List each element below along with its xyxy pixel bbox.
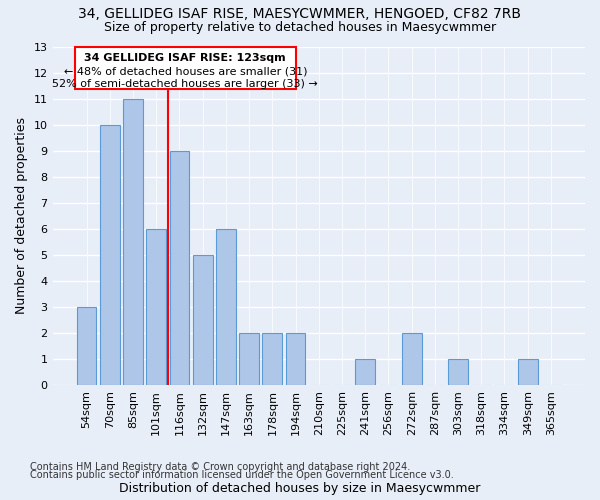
Text: 34, GELLIDEG ISAF RISE, MAESYCWMMER, HENGOED, CF82 7RB: 34, GELLIDEG ISAF RISE, MAESYCWMMER, HEN…: [79, 8, 521, 22]
Bar: [518, 359, 538, 385]
Text: ← 48% of detached houses are smaller (31): ← 48% of detached houses are smaller (31…: [64, 66, 307, 76]
Text: Size of property relative to detached houses in Maesycwmmer: Size of property relative to detached ho…: [104, 21, 496, 34]
Bar: [193, 255, 212, 385]
Text: 34 GELLIDEG ISAF RISE: 123sqm: 34 GELLIDEG ISAF RISE: 123sqm: [85, 53, 286, 63]
Bar: [402, 333, 422, 385]
Bar: [239, 333, 259, 385]
Bar: [448, 359, 468, 385]
Y-axis label: Number of detached properties: Number of detached properties: [15, 118, 28, 314]
Text: 52% of semi-detached houses are larger (33) →: 52% of semi-detached houses are larger (…: [52, 79, 318, 89]
Text: Contains HM Land Registry data © Crown copyright and database right 2024.: Contains HM Land Registry data © Crown c…: [30, 462, 410, 472]
Bar: [286, 333, 305, 385]
Bar: [77, 307, 97, 385]
FancyBboxPatch shape: [75, 46, 296, 90]
Bar: [355, 359, 375, 385]
Bar: [216, 229, 236, 385]
Text: Distribution of detached houses by size in Maesycwmmer: Distribution of detached houses by size …: [119, 482, 481, 495]
Bar: [262, 333, 282, 385]
Bar: [100, 124, 119, 385]
Bar: [146, 229, 166, 385]
Text: Contains public sector information licensed under the Open Government Licence v3: Contains public sector information licen…: [30, 470, 454, 480]
Bar: [170, 150, 190, 385]
Bar: [123, 98, 143, 385]
